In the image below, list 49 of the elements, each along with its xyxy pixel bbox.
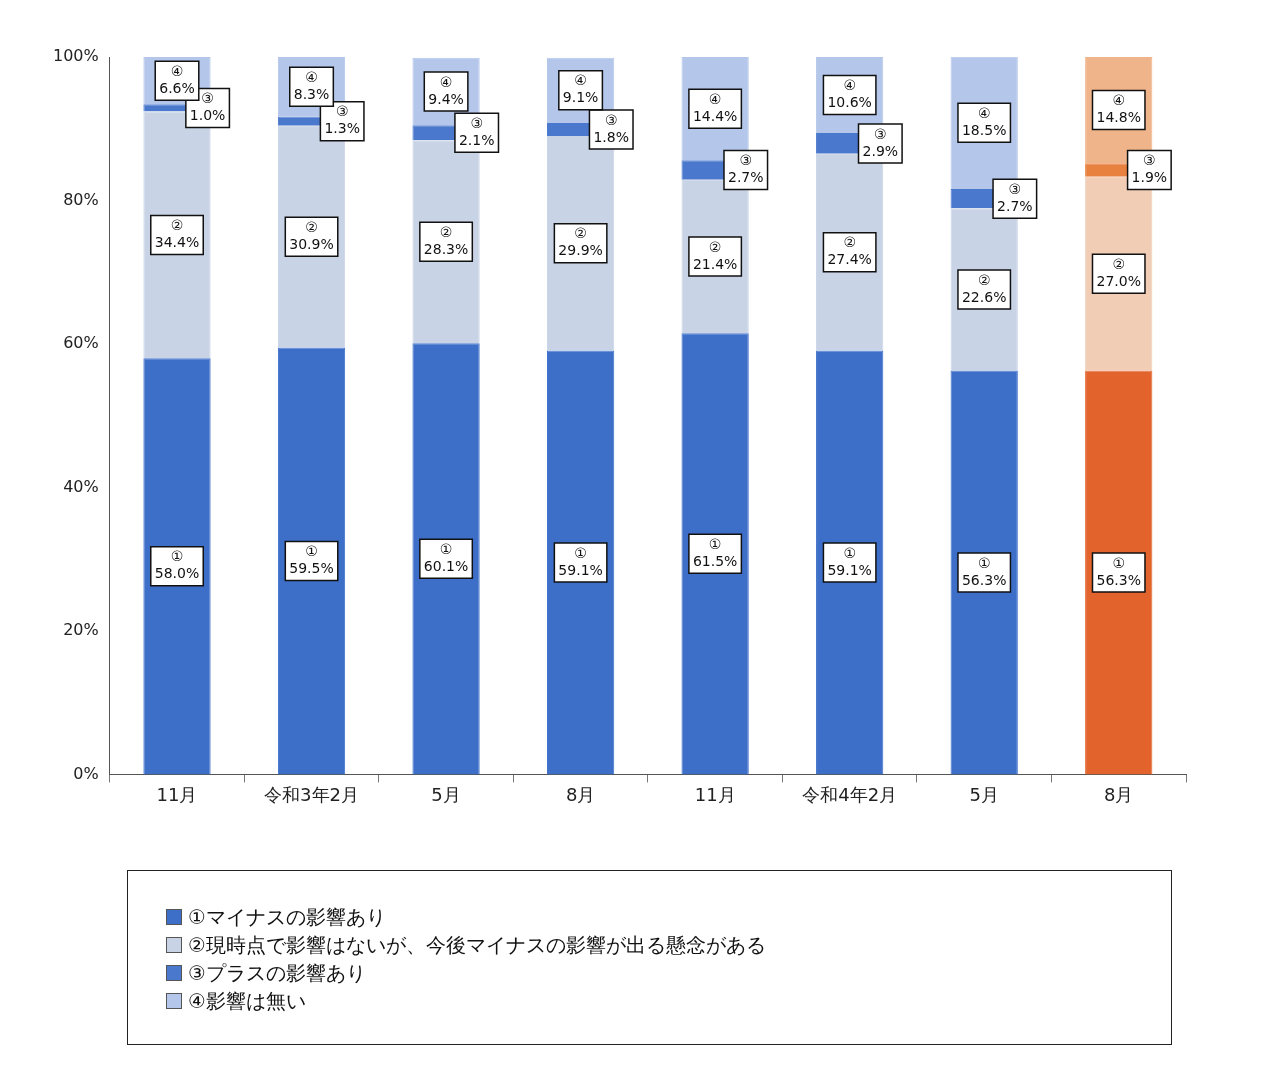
data-label: ② 29.9%	[558, 225, 603, 259]
x-tick-label: 5月	[431, 783, 461, 805]
data-label: ① 60.1%	[423, 540, 469, 574]
data-label: ④ 10.6%	[827, 77, 872, 111]
legend-label: ④影響は無い	[188, 989, 306, 1013]
y-tick-label: 20%	[63, 620, 99, 640]
data-label: ③ 2.7%	[727, 152, 764, 186]
data-label: ④ 6.6%	[159, 62, 195, 96]
data-label: ① 56.3%	[1096, 554, 1141, 588]
y-tick-label: 0%	[73, 763, 99, 783]
data-label: ② 27.4%	[827, 234, 872, 268]
data-label: ④ 9.4%	[428, 73, 464, 107]
data-label: ④ 9.1%	[562, 72, 599, 106]
data-label: ② 30.9%	[289, 218, 334, 252]
legend-label: ①マイナスの影響あり	[188, 905, 386, 929]
x-tick-label: 11月	[156, 783, 198, 805]
x-tick-label: 令和3年2月	[264, 783, 359, 805]
y-tick-label: 80%	[63, 189, 99, 209]
data-label: ③ 1.9%	[1131, 152, 1168, 186]
data-label: ① 59.1%	[558, 544, 603, 578]
x-tick-label: 5月	[969, 783, 999, 805]
data-label: ② 21.4%	[692, 238, 738, 272]
data-label: ② 22.6%	[961, 271, 1007, 305]
data-label: ③ 1.3%	[324, 103, 360, 137]
data-label: ① 61.5%	[692, 535, 738, 569]
data-label: ① 56.3%	[961, 554, 1007, 588]
y-tick-label: 40%	[63, 476, 99, 496]
y-tick-label: 100%	[52, 46, 99, 66]
data-label: ③ 2.9%	[862, 125, 899, 159]
legend-label: ②現時点で影響はないが、今後マイナスの影響が出る懸念がある	[188, 933, 766, 957]
data-label: ① 58.0%	[154, 548, 200, 582]
y-tick-label: 60%	[63, 333, 99, 353]
x-tick-label: 11月	[694, 783, 736, 805]
data-label: ④ 14.8%	[1096, 92, 1141, 126]
data-label: ③ 1.8%	[593, 111, 630, 145]
data-label: ③ 2.7%	[997, 180, 1033, 214]
data-label: ① 59.1%	[827, 544, 872, 578]
data-label: ④ 8.3%	[293, 68, 330, 102]
data-label: ② 28.3%	[423, 223, 469, 257]
data-label: ② 34.4%	[154, 217, 200, 251]
data-label: ② 27.0%	[1096, 255, 1141, 289]
data-label: ① 59.5%	[289, 543, 334, 577]
data-label: ③ 2.1%	[458, 114, 495, 148]
x-tick-label: 8月	[1104, 783, 1134, 805]
data-label: ④ 18.5%	[961, 104, 1007, 138]
legend-label: ③プラスの影響あり	[188, 961, 366, 985]
data-label: ④ 14.4%	[692, 90, 738, 124]
x-tick-label: 令和4年2月	[802, 783, 898, 805]
x-tick-label: 8月	[565, 783, 596, 805]
